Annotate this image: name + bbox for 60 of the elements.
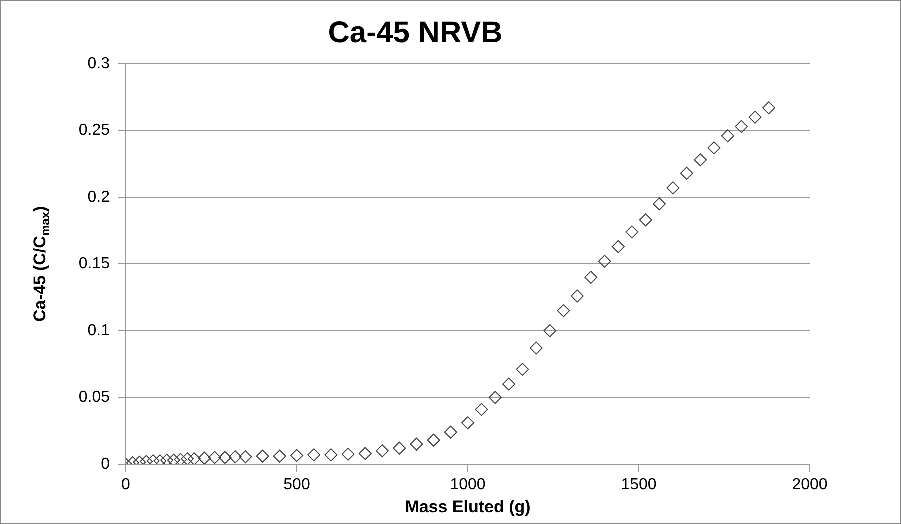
point [376,444,389,458]
point [462,416,474,430]
y-tick-label: 0.2 [88,188,110,206]
point [290,449,304,462]
chart-title: Ca-45 NRVB [328,16,503,50]
point [666,182,680,195]
point [181,452,194,464]
point [653,198,666,211]
point [598,255,612,268]
point [570,290,584,303]
y-tick-label: 0.15 [78,256,110,273]
point [444,426,458,439]
point [557,304,570,318]
point [410,438,424,451]
point [516,363,530,376]
point [626,226,639,239]
x-tick-label: 1000 [450,476,486,494]
point [708,142,721,155]
point [721,130,734,143]
point [680,166,694,180]
point [544,324,557,338]
point [174,453,188,464]
y-axis-title: Ca-45 (C/Cmax) [30,206,52,322]
point [612,240,625,254]
y-tick-label: 0.3 [88,55,110,72]
point [273,450,286,463]
point [208,451,222,464]
point [762,102,776,115]
point [239,450,252,464]
x-tick-label: 1500 [621,476,657,494]
x-tick-label: 2000 [792,476,828,494]
x-axis-title: Mass Eluted (g) [405,497,531,516]
y-tick-label: 0.05 [78,389,110,406]
point [748,110,762,124]
y-tick-label: 0 [101,456,110,473]
point [475,403,488,416]
point [324,448,338,462]
point [488,391,502,404]
point [160,454,174,464]
point [427,434,440,447]
point [308,448,321,462]
point [198,452,212,464]
point [639,214,652,227]
point [256,450,270,463]
point [502,378,516,391]
point [584,271,598,284]
x-tick-label: 0 [122,476,131,494]
point [228,450,242,464]
point [218,451,232,464]
point [342,448,355,461]
y-tick-label: 0.25 [78,122,110,140]
point [735,120,748,134]
point [694,154,708,167]
point [530,342,543,355]
point [167,454,180,464]
x-tick-label: 500 [284,476,310,494]
point [188,452,201,464]
point [393,442,406,455]
point [358,447,372,460]
y-tick-label: 0.1 [88,322,110,340]
